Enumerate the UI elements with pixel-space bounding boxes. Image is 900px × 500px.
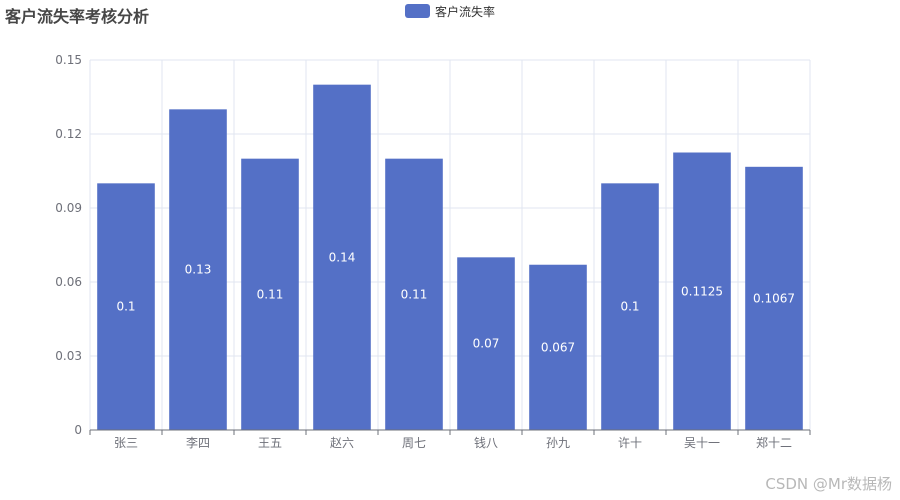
bar [601,183,659,430]
bar-data-label: 0.11 [257,287,284,301]
x-tick-label: 孙九 [546,436,570,450]
bar [457,257,515,430]
y-tick-label: 0.15 [55,53,82,67]
x-tick-label: 张三 [114,436,138,450]
bar [385,158,443,430]
y-tick-label: 0 [74,423,82,437]
y-tick-label: 0.09 [55,201,82,215]
bar-data-label: 0.1 [620,300,639,314]
bar [169,109,227,430]
legend[interactable]: 客户流失率 [405,4,496,19]
bar-data-label: 0.1 [116,300,135,314]
bar [745,166,803,430]
legend-label[interactable]: 客户流失率 [435,4,496,19]
bar [529,264,587,430]
x-tick-label: 吴十一 [684,436,720,450]
x-tick-label: 赵六 [330,436,354,450]
bar-data-label: 0.07 [473,337,500,351]
x-tick-label: 钱八 [474,435,498,450]
bar-data-label: 0.13 [185,263,212,277]
bar [313,84,371,431]
chart-title: 客户流失率考核分析 [5,7,150,26]
bar-data-label: 0.1067 [753,291,795,305]
watermark: CSDN @Mr数据杨 [765,475,892,493]
x-tick-label: 王五 [258,436,282,450]
x-tick-label: 周七 [402,436,426,450]
bar-data-label: 0.067 [541,340,575,354]
bar-data-label: 0.11 [401,287,428,301]
y-tick-label: 0.03 [55,349,82,363]
bar [241,158,299,430]
x-tick-label: 李四 [186,435,210,450]
y-tick-label: 0.06 [55,275,82,289]
y-tick-label: 0.12 [55,127,82,141]
legend-swatch[interactable] [405,4,430,18]
bar [673,152,731,430]
x-tick-label: 郑十二 [756,435,792,450]
x-tick-label: 许十 [618,436,642,450]
bar-data-label: 0.14 [329,250,356,264]
bar [97,183,155,430]
bar-data-label: 0.1125 [681,284,723,298]
